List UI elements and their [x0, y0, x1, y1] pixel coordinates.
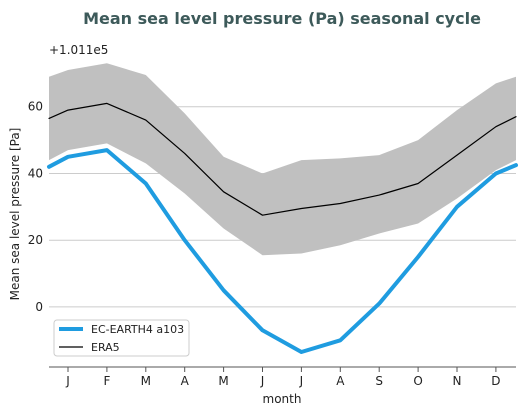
- series-line-ec-earth4: [47, 148, 518, 354]
- y-axis-label: Mean sea level pressure [Pa]: [8, 128, 22, 301]
- x-tick-label: J: [299, 374, 304, 388]
- era5-spread-band: [49, 63, 516, 256]
- y-offset-label: +1.011e5: [49, 43, 108, 57]
- band-layer: [49, 63, 516, 256]
- x-tick-label: J: [65, 374, 70, 388]
- axes-layer: 0 20 40 60 J F M A M J J A S O N D: [28, 100, 516, 388]
- x-tick-label: F: [103, 374, 110, 388]
- x-axis-label: month: [263, 392, 302, 406]
- legend-label-ec-earth4: EC-EARTH4 a103: [91, 323, 184, 336]
- x-tick-label: D: [491, 374, 500, 388]
- x-tick-label: N: [453, 374, 462, 388]
- legend: EC-EARTH4 a103 ERA5: [53, 319, 190, 357]
- y-tick-label: 60: [28, 100, 43, 114]
- x-tick-label: M: [141, 374, 151, 388]
- x-tick-label: M: [218, 374, 228, 388]
- legend-label-era5: ERA5: [91, 341, 120, 354]
- legend-box: [53, 319, 190, 357]
- x-tick-label: A: [181, 374, 190, 388]
- y-tick-label: 20: [28, 233, 43, 247]
- x-tick-label: O: [413, 374, 422, 388]
- chart-title: Mean sea level pressure (Pa) seasonal cy…: [83, 9, 481, 28]
- series-line-era5: [48, 102, 517, 216]
- x-tick-label: J: [260, 374, 265, 388]
- series-layer: [47, 102, 518, 354]
- x-tick-label: S: [375, 374, 383, 388]
- y-tick-label: 0: [35, 300, 43, 314]
- y-tick-label: 40: [28, 166, 43, 180]
- x-tick-label: A: [336, 374, 345, 388]
